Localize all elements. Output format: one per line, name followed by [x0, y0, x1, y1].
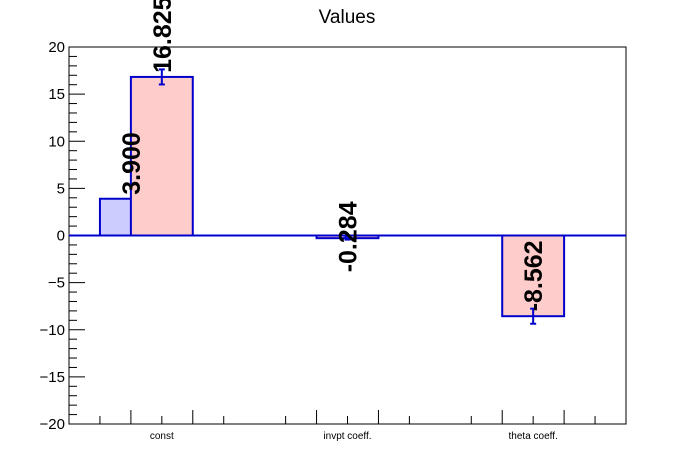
- x-category-label: const: [150, 431, 174, 442]
- y-tick-label: 20: [48, 39, 65, 56]
- y-tick-label: −10: [40, 322, 65, 339]
- value-label: -0.284: [335, 201, 363, 272]
- chart-title: Values: [319, 7, 376, 28]
- value-label: 3.900: [118, 132, 146, 195]
- x-axis: const invpt coeff. theta coeff.: [99, 410, 596, 442]
- x-category-label: theta coeff.: [509, 431, 558, 442]
- y-tick-label: 10: [48, 133, 65, 150]
- y-tick-label: 15: [48, 86, 65, 103]
- value-label: 16.825: [149, 0, 177, 73]
- y-tick-label: −15: [40, 369, 65, 386]
- bar: [129, 75, 194, 237]
- y-axis: −20 −15 −10 −5 0 5 10 15 20: [40, 39, 85, 433]
- y-tick-label: 5: [57, 180, 65, 197]
- y-tick-label: 0: [57, 228, 65, 245]
- value-labels: 3.900 16.825 -0.284 -8.562: [118, 0, 548, 311]
- bar: [501, 234, 566, 318]
- value-label: -8.562: [520, 240, 548, 311]
- bars: [98, 68, 566, 325]
- y-tick-label: −20: [40, 416, 65, 433]
- y-tick-label: −5: [48, 275, 65, 292]
- x-category-label: invpt coeff.: [323, 431, 371, 442]
